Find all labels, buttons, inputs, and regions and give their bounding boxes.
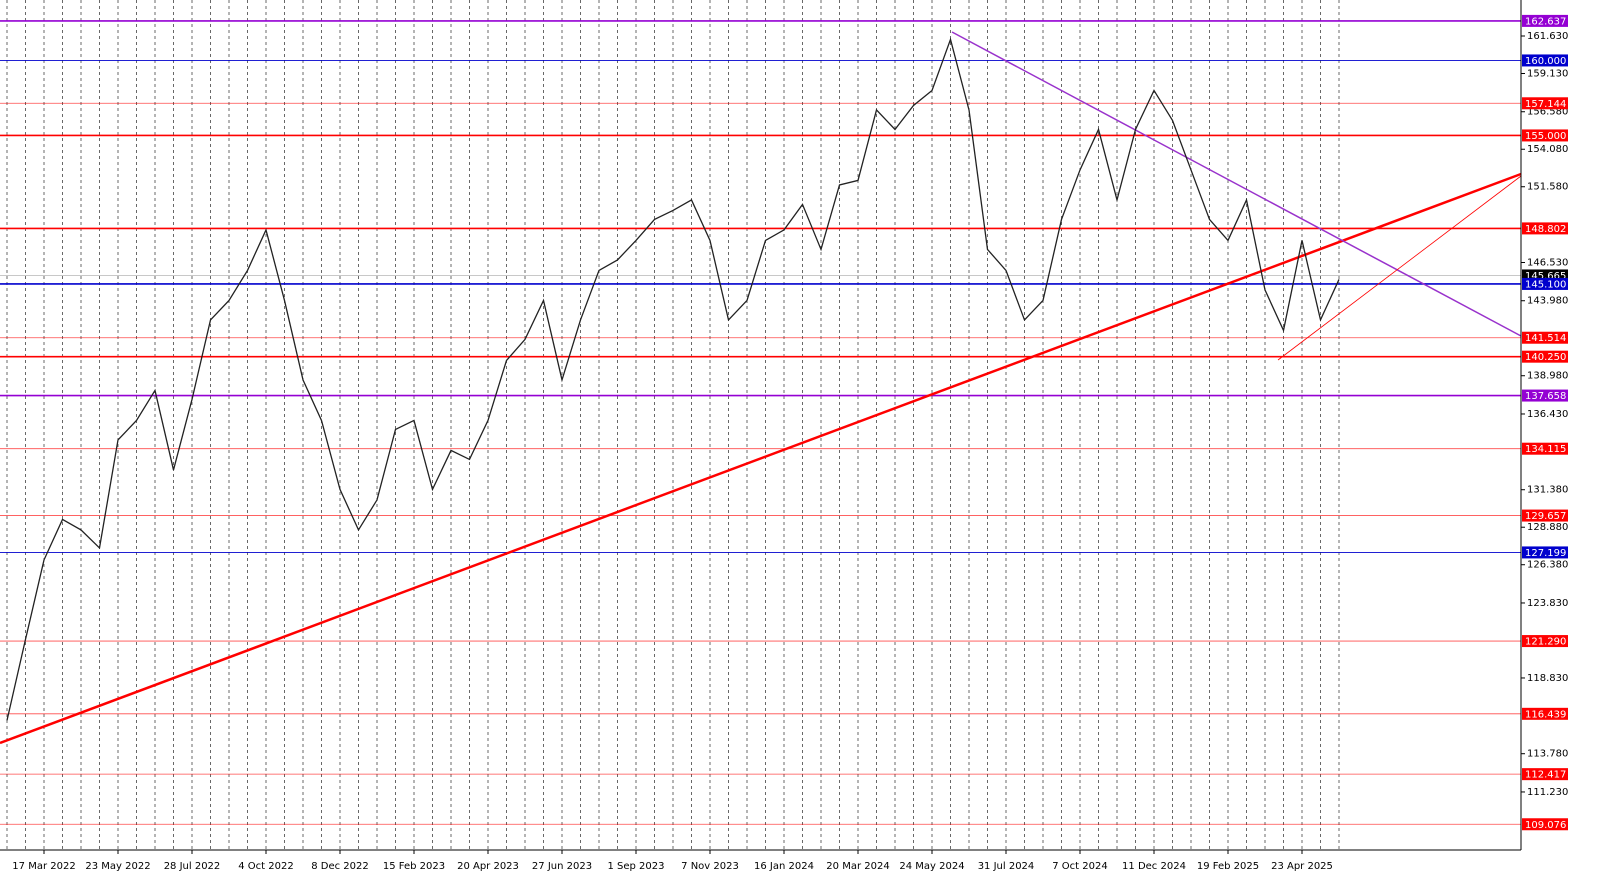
level-label: 148.802 [1525,224,1566,235]
x-tick-label: 20 Mar 2024 [826,861,889,872]
y-tick-label: 161.630 [1527,31,1568,42]
series [6,37,1340,721]
y-tick-label: 151.580 [1527,182,1568,193]
trend-line [1277,175,1522,361]
level-label: 140.250 [1525,352,1566,363]
level-label: 137.658 [1525,391,1566,402]
y-tick-label: 128.880 [1527,522,1568,533]
y-tick-label: 131.380 [1527,485,1568,496]
x-tick-label: 19 Feb 2025 [1197,861,1259,872]
x-tick-label: 20 Apr 2023 [457,861,519,872]
labels: 17 Mar 2022 23 May 2022 28 Jul 2022 4 Oct 2… [12,14,1568,872]
y-tick-label: 136.430 [1527,409,1568,420]
y-tick-label: 159.130 [1527,68,1568,79]
x-tick-label: 31 Jul 2024 [978,861,1035,872]
level-label-box [1522,14,1568,27]
y-tick-label: 154.080 [1527,144,1568,155]
y-tick-label: 113.780 [1527,749,1568,760]
level-label: 157.144 [1525,99,1566,110]
x-tick-label: 1 Sep 2023 [607,861,664,872]
trend-line [0,172,1522,745]
y-tick-label: 118.830 [1527,673,1568,684]
level-label-box [1522,350,1568,363]
level-label-box [1522,818,1568,831]
level-label: 121.290 [1525,637,1566,648]
x-tick-label: 4 Oct 2022 [238,861,293,872]
price-line [6,37,1340,721]
y-tick-label: 126.380 [1527,560,1568,571]
level-label: 129.657 [1525,511,1566,522]
level-label: 162.637 [1525,16,1566,27]
level-label: 141.514 [1525,333,1566,344]
level-label: 112.417 [1525,770,1566,781]
levels [0,20,1521,825]
x-tick-label: 28 Jul 2022 [164,861,221,872]
level-label-box [1522,222,1568,235]
level-label-box [1522,277,1568,290]
x-tick-label: 7 Oct 2024 [1052,861,1107,872]
level-label: 134.115 [1525,444,1566,455]
level-label-box [1522,331,1568,344]
level-label: 160.000 [1525,56,1566,67]
level-label: 145.665 [1525,271,1566,282]
trend-line [951,31,1522,337]
grid [6,0,1525,854]
x-tick-label: 24 May 2024 [899,861,964,872]
level-label-box [1522,546,1568,559]
y-tick-label: 138.980 [1527,371,1568,382]
level-label-box [1522,768,1568,781]
level-label-box [1522,129,1568,142]
x-tick-label: 17 Mar 2022 [12,861,75,872]
y-tick-label: 156.580 [1527,107,1568,118]
x-tick-label: 11 Dec 2024 [1122,861,1186,872]
level-label: 155.000 [1525,131,1566,142]
level-label: 127.199 [1525,548,1566,559]
x-tick-label: 7 Nov 2023 [681,861,739,872]
level-label-box [1522,509,1568,522]
level-label: 109.076 [1525,820,1566,831]
level-label-box [1522,97,1568,110]
level-label: 116.439 [1525,709,1566,720]
level-label-box [1522,635,1568,648]
x-tick-label: 23 Apr 2025 [1271,861,1333,872]
x-tick-label: 27 Jun 2023 [532,861,592,872]
y-tick-label: 143.980 [1527,296,1568,307]
y-tick-label: 111.230 [1527,787,1568,798]
level-label-box [1522,54,1568,67]
level-label-box [1522,442,1568,455]
level-label-box [1522,389,1568,402]
y-tick-label: 146.530 [1527,257,1568,268]
x-tick-label: 23 May 2022 [85,861,150,872]
level-label-box [1522,707,1568,720]
level-label: 145.100 [1525,279,1566,290]
x-tick-label: 8 Dec 2022 [311,861,369,872]
y-tick-label: 123.830 [1527,598,1568,609]
x-tick-label: 16 Jan 2024 [754,861,814,872]
x-tick-label: 15 Feb 2023 [383,861,445,872]
